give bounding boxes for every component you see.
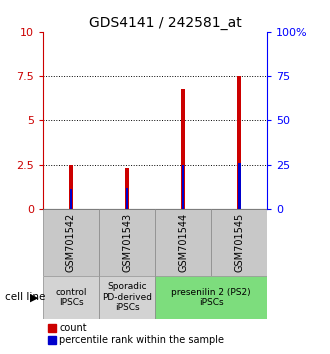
Bar <box>211 209 267 276</box>
Text: GSM701545: GSM701545 <box>234 213 244 272</box>
Text: control
IPSCs: control IPSCs <box>55 288 87 307</box>
Text: Sporadic
PD-derived
iPSCs: Sporadic PD-derived iPSCs <box>102 282 152 312</box>
Bar <box>126 188 128 209</box>
Text: cell line: cell line <box>5 292 45 302</box>
Bar <box>238 163 241 209</box>
Bar <box>69 165 73 209</box>
Bar <box>43 276 99 319</box>
Bar <box>43 209 99 276</box>
Text: GDS4141 / 242581_at: GDS4141 / 242581_at <box>89 16 241 30</box>
Bar <box>99 209 155 276</box>
Text: GSM701542: GSM701542 <box>66 213 76 272</box>
Bar <box>182 165 184 209</box>
Bar <box>125 168 129 209</box>
Legend: count, percentile rank within the sample: count, percentile rank within the sample <box>48 324 224 346</box>
Text: GSM701543: GSM701543 <box>122 213 132 272</box>
Bar <box>155 276 267 319</box>
Bar <box>155 209 211 276</box>
Bar <box>181 88 185 209</box>
Text: presenilin 2 (PS2)
iPSCs: presenilin 2 (PS2) iPSCs <box>171 288 251 307</box>
Bar <box>237 76 241 209</box>
Text: ▶: ▶ <box>30 292 39 302</box>
Bar <box>70 189 72 209</box>
Text: GSM701544: GSM701544 <box>178 213 188 272</box>
Bar <box>99 276 155 319</box>
